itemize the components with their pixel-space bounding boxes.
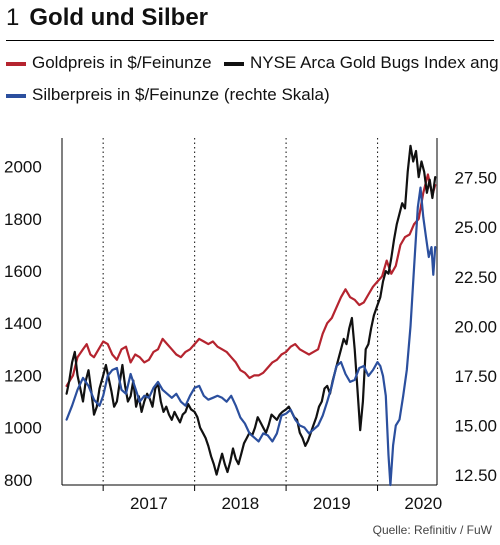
legend-item-gold-bugs: NYSE Arca Gold Bugs Index ang.: [224, 53, 500, 73]
left-tick-label-800: 800: [4, 471, 32, 490]
chart-title: 1 Gold und Silber: [6, 4, 208, 32]
gold-price-line: [65, 173, 437, 387]
left-tick-label-2000: 2000: [4, 158, 42, 177]
x-tick-label-2018: 2018: [221, 494, 259, 513]
source-note: Quelle: Refinitiv / FuW: [372, 523, 492, 537]
gold-bugs-index-line: [65, 144, 437, 476]
right-tick-label-20.00: 20.00: [454, 317, 497, 336]
left-tick-label-1200: 1200: [4, 366, 42, 385]
left-tick-label-1000: 1000: [4, 419, 42, 438]
silver-price-line: [65, 186, 437, 487]
right-tick-label-27.50: 27.50: [454, 169, 497, 188]
legend-item-gold: Goldpreis in $/Feinunze: [6, 53, 212, 73]
legend-label-gold-bugs: NYSE Arca Gold Bugs Index ang.: [250, 53, 500, 72]
x-tick-label-2017: 2017: [130, 494, 168, 513]
x-axis-ticks: 2017 2018 2019 2020: [102, 485, 442, 513]
gridlines: [102, 138, 379, 485]
right-tick-label-25.00: 25.00: [454, 218, 497, 237]
chart-title-text: Gold und Silber: [29, 4, 209, 31]
x-tick-label-2019: 2019: [313, 494, 351, 513]
legend-swatch-gold-bugs: [224, 61, 244, 66]
left-axis-ticks: 800 1000 1200 1400 1600 1800 2000: [4, 158, 42, 490]
legend-swatch-gold: [6, 61, 26, 66]
right-tick-label-17.50: 17.50: [454, 367, 497, 386]
legend-label-silver: Silberpreis in $/Feinunze (rechte Skala): [32, 85, 330, 104]
legend-item-silver: Silberpreis in $/Feinunze (rechte Skala): [6, 85, 330, 105]
chart-number: 1: [6, 4, 20, 31]
right-tick-label-22.50: 22.50: [454, 268, 497, 287]
left-tick-label-1800: 1800: [4, 210, 42, 229]
right-tick-label-15.00: 15.00: [454, 417, 497, 436]
right-axis-ticks: 12.50 15.00 17.50 20.00 22.50 25.00 27.50: [454, 169, 497, 485]
left-tick-label-1600: 1600: [4, 262, 42, 281]
series-lines: [65, 144, 437, 487]
right-tick-label-12.50: 12.50: [454, 466, 497, 485]
legend-label-gold: Goldpreis in $/Feinunze: [32, 53, 212, 72]
x-tick-label-2020: 2020: [404, 494, 442, 513]
left-tick-label-1400: 1400: [4, 314, 42, 333]
legend-swatch-silver: [6, 93, 26, 98]
title-rule: [6, 40, 494, 41]
